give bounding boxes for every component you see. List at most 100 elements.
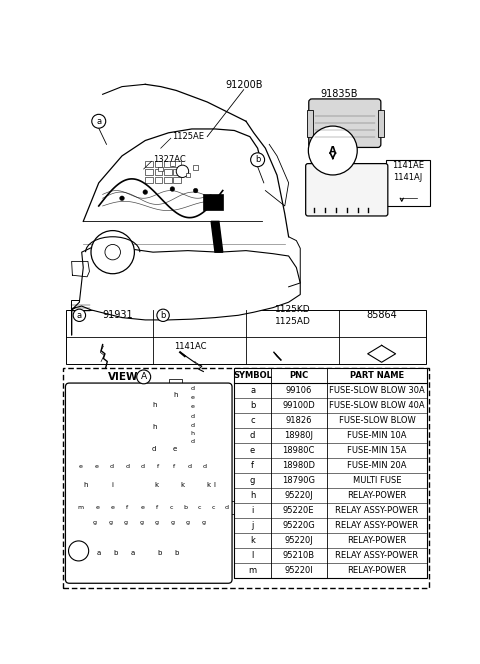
Text: 1125AE: 1125AE: [172, 132, 204, 141]
Text: 91200B: 91200B: [225, 80, 263, 90]
Bar: [196, 517, 210, 529]
Text: c: c: [211, 505, 215, 510]
Bar: [327, 179, 337, 186]
Bar: [89, 459, 103, 474]
Circle shape: [251, 153, 264, 167]
Bar: [327, 171, 337, 177]
Bar: [165, 501, 178, 514]
Bar: [314, 171, 324, 177]
Bar: [367, 171, 377, 177]
Bar: [367, 179, 377, 186]
Bar: [171, 477, 194, 494]
Text: d: d: [190, 440, 194, 444]
Text: SYMBOL: SYMBOL: [233, 371, 272, 380]
Bar: [186, 173, 190, 177]
Text: b: b: [250, 401, 255, 410]
Text: d: d: [125, 464, 130, 469]
Text: RELAY-POWER: RELAY-POWER: [348, 491, 407, 500]
Circle shape: [143, 190, 147, 195]
Circle shape: [105, 244, 120, 260]
Circle shape: [69, 541, 89, 561]
Bar: [204, 195, 223, 210]
Circle shape: [193, 189, 198, 193]
Bar: [166, 517, 180, 529]
Bar: [168, 379, 182, 412]
FancyBboxPatch shape: [63, 369, 429, 588]
Text: d: d: [190, 422, 194, 428]
Text: 1141AE
1141AJ: 1141AE 1141AJ: [392, 161, 424, 182]
Bar: [193, 165, 198, 170]
Text: b: b: [160, 311, 166, 320]
Bar: [220, 501, 234, 514]
Bar: [88, 517, 102, 529]
Circle shape: [170, 187, 175, 191]
Text: FUSE-SLOW BLOW 40A: FUSE-SLOW BLOW 40A: [329, 401, 425, 410]
Text: f: f: [156, 505, 157, 510]
Text: k: k: [180, 483, 184, 489]
Bar: [60, 80, 432, 337]
Text: 1125KD
1125AD: 1125KD 1125AD: [275, 305, 311, 326]
Text: b: b: [114, 550, 118, 556]
Polygon shape: [211, 221, 223, 252]
Text: 95220E: 95220E: [283, 506, 314, 515]
Text: 18980D: 18980D: [282, 461, 315, 470]
Text: f: f: [251, 461, 254, 470]
Bar: [327, 187, 337, 195]
Text: d: d: [190, 386, 194, 391]
Bar: [136, 459, 150, 474]
Text: 95220I: 95220I: [284, 566, 313, 575]
Bar: [182, 459, 196, 474]
Bar: [145, 177, 153, 183]
Bar: [155, 161, 162, 167]
Text: e: e: [96, 505, 99, 510]
Bar: [106, 501, 119, 514]
Text: 85864: 85864: [366, 310, 397, 320]
Text: d: d: [250, 431, 255, 440]
Bar: [170, 161, 175, 166]
Text: g: g: [155, 521, 159, 525]
Circle shape: [91, 230, 134, 274]
Bar: [134, 517, 148, 529]
FancyBboxPatch shape: [65, 383, 232, 583]
Bar: [179, 501, 192, 514]
Bar: [144, 395, 166, 416]
Bar: [164, 169, 172, 175]
Text: k: k: [155, 483, 159, 489]
Bar: [100, 477, 123, 494]
Bar: [186, 402, 199, 412]
Bar: [203, 477, 226, 494]
Text: h: h: [152, 424, 157, 430]
Text: c: c: [197, 505, 201, 510]
Bar: [192, 501, 206, 514]
Text: g: g: [108, 521, 112, 525]
Text: g: g: [139, 521, 144, 525]
Bar: [314, 187, 324, 195]
Bar: [186, 393, 199, 402]
Text: e: e: [250, 446, 255, 455]
Text: RELAY ASSY-POWER: RELAY ASSY-POWER: [336, 521, 419, 530]
Text: g: g: [250, 476, 255, 485]
Bar: [186, 429, 199, 438]
Text: m: m: [77, 505, 84, 510]
Bar: [103, 517, 117, 529]
Bar: [145, 169, 153, 175]
Text: d: d: [225, 505, 229, 510]
Text: A: A: [329, 145, 336, 155]
Text: FUSE-MIN 10A: FUSE-MIN 10A: [347, 431, 407, 440]
Bar: [145, 161, 153, 167]
Text: b: b: [255, 155, 260, 164]
Text: FUSE-MIN 15A: FUSE-MIN 15A: [347, 446, 407, 455]
Text: k: k: [250, 537, 255, 545]
Bar: [186, 384, 199, 393]
Text: 1327AC: 1327AC: [153, 155, 186, 164]
Text: h: h: [250, 491, 255, 500]
Bar: [144, 417, 166, 437]
Bar: [340, 179, 350, 186]
Text: i: i: [111, 483, 113, 489]
Text: e: e: [141, 505, 144, 510]
FancyBboxPatch shape: [309, 99, 381, 147]
Bar: [234, 368, 427, 578]
Bar: [150, 517, 164, 529]
Text: 18980C: 18980C: [283, 446, 315, 455]
Text: RELAY ASSY-POWER: RELAY ASSY-POWER: [336, 551, 419, 560]
